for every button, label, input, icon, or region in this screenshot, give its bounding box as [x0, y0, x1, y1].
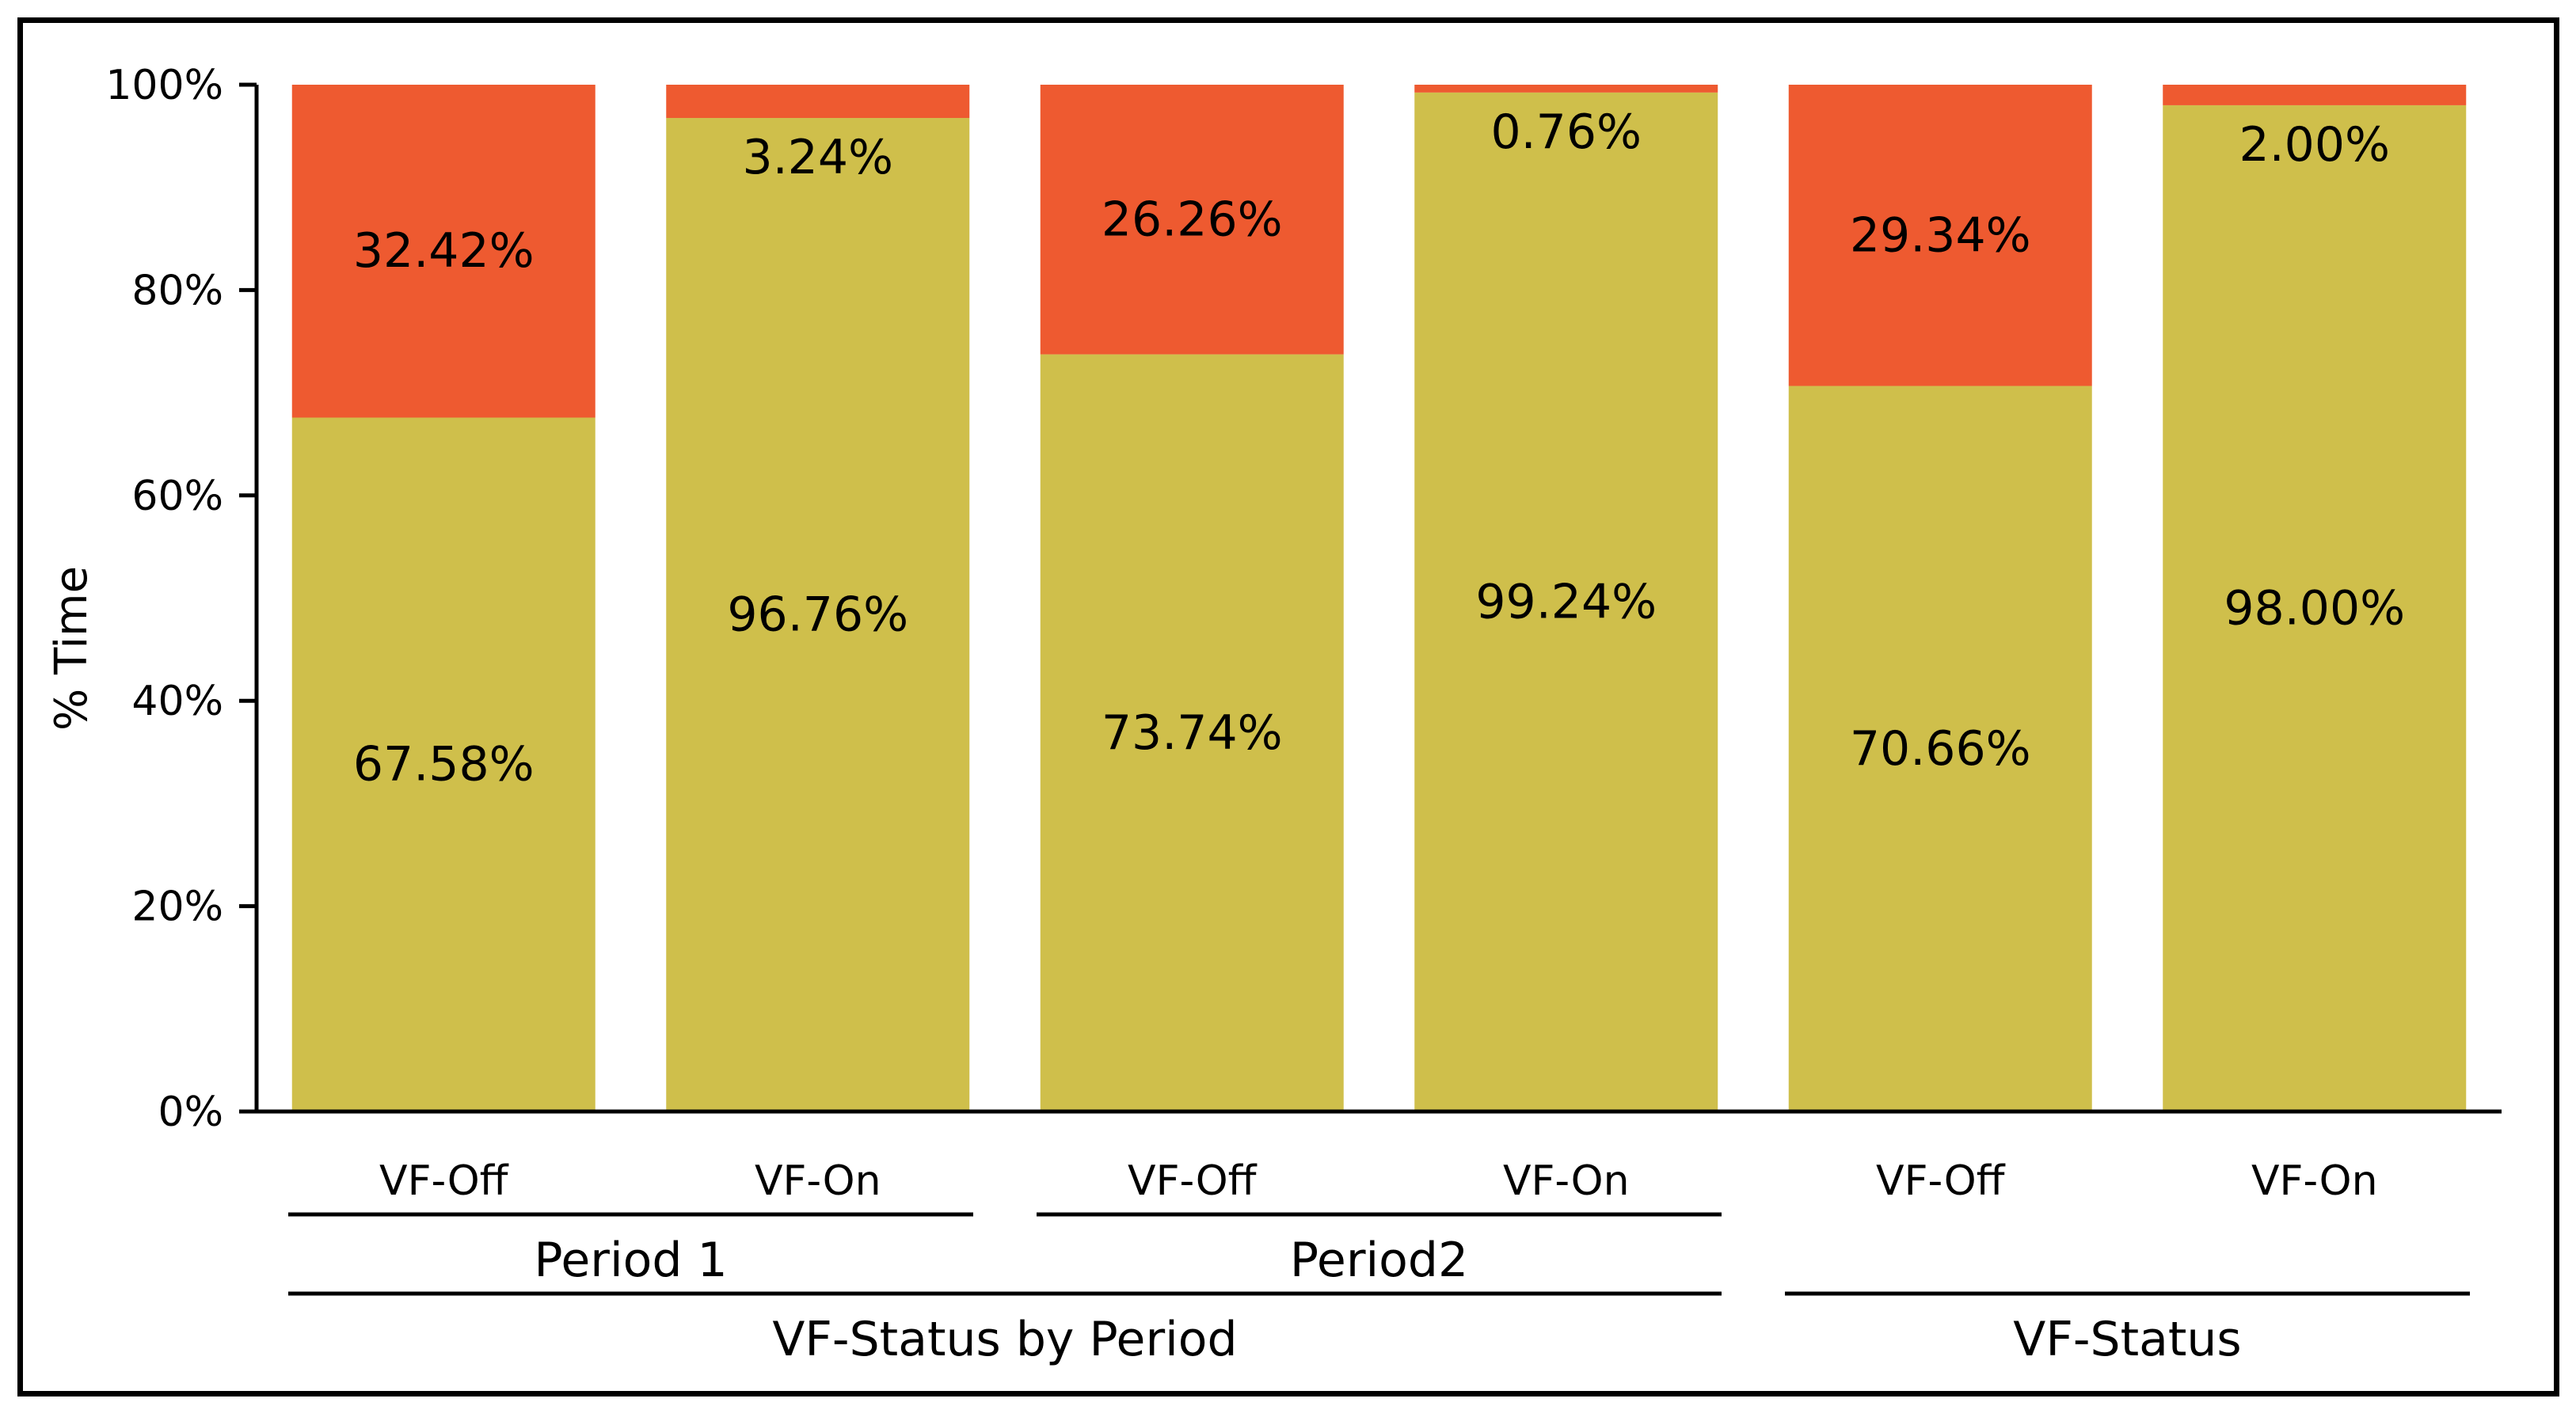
data-label-upper-4: 0.76%: [1490, 104, 1642, 160]
bar-upper-6: [2163, 85, 2467, 105]
bar-lower-1: [291, 417, 595, 1112]
bar-lower-4: [1414, 92, 1718, 1112]
x-category-label: VF-On: [1503, 1157, 1630, 1205]
x-category-label: VF-On: [755, 1157, 881, 1205]
bar-upper-2: [666, 85, 970, 119]
bar-upper-1: [291, 85, 595, 418]
y-tick-label: 0%: [158, 1089, 224, 1136]
group-label: Period 1: [534, 1233, 727, 1288]
axes-layer: 0% 20% 40% 60% 80% 100% VF-Off VF-On VF-Off VF-On…: [105, 62, 2502, 1367]
bars-layer: 67.58% 32.42% 96.76% 3.24% 73.74% 26.26% 99.24…: [291, 85, 2467, 1112]
bar-upper-3: [1040, 85, 1344, 355]
y-axis-title: % Time: [46, 566, 97, 731]
stacked-bar-chart: 67.58% 32.42% 96.76% 3.24% 73.74% 26.26% 99.24…: [46, 62, 2502, 1367]
group-label: VF-Status: [2013, 1312, 2241, 1367]
x-category-label: VF-Off: [1128, 1157, 1258, 1205]
bar-upper-4: [1414, 85, 1718, 93]
data-label-upper-6: 2.00%: [2239, 117, 2390, 173]
x-category-label: VF-Off: [379, 1157, 509, 1205]
data-label-upper-2: 3.24%: [742, 130, 893, 185]
chart-frame: 67.58% 32.42% 96.76% 3.24% 73.74% 26.26% 99.24…: [17, 17, 2559, 1396]
bar-lower-2: [666, 118, 970, 1112]
y-tick-label: 20%: [131, 884, 223, 931]
bar-lower-3: [1040, 354, 1344, 1112]
data-label-lower-1: 67.58%: [353, 737, 535, 792]
x-category-label: VF-Off: [1876, 1157, 2006, 1205]
bar-lower-5: [1788, 386, 2092, 1112]
data-label-upper-1: 32.42%: [353, 223, 535, 279]
x-category-label: VF-On: [2251, 1157, 2378, 1205]
data-label-lower-4: 99.24%: [1475, 574, 1657, 629]
y-tick-label: 40%: [131, 678, 223, 725]
data-label-upper-5: 29.34%: [1850, 207, 2031, 263]
group-label: VF-Status by Period: [772, 1312, 1237, 1367]
data-label-lower-2: 96.76%: [727, 587, 908, 643]
group-label: Period2: [1290, 1233, 1468, 1288]
data-label-lower-5: 70.66%: [1850, 721, 2031, 777]
data-label-lower-3: 73.74%: [1102, 705, 1283, 761]
data-label-lower-6: 98.00%: [2224, 580, 2405, 636]
y-tick-label: 60%: [131, 473, 223, 520]
y-tick-label: 100%: [105, 62, 223, 109]
data-label-upper-3: 26.26%: [1102, 192, 1283, 247]
y-tick-label: 80%: [131, 267, 223, 314]
bar-upper-5: [1788, 85, 2092, 386]
bar-lower-6: [2163, 104, 2467, 1112]
